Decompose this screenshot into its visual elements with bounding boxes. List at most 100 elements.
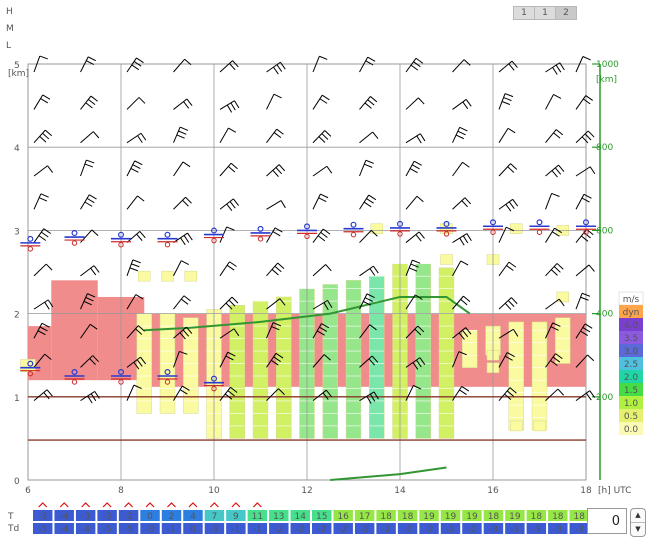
barb-flag — [87, 293, 96, 298]
barb-staff — [452, 351, 460, 368]
dewpoint-cell — [33, 523, 53, 534]
caret-up-icon — [167, 502, 176, 508]
updraft-bar — [438, 267, 455, 439]
dewpoint-cell — [440, 523, 461, 534]
barb-flag — [47, 299, 54, 308]
legend-swatch — [619, 331, 643, 344]
page-button-3[interactable]: 2 — [555, 6, 577, 20]
left-tick-label: 0 — [14, 477, 20, 487]
barb-flag — [319, 326, 327, 332]
barb-flag — [272, 169, 279, 177]
wind-barb-icon — [312, 55, 328, 73]
barb-staff — [405, 57, 417, 73]
stepper-up-icon[interactable]: ▲ — [631, 509, 645, 523]
legend-swatch — [619, 370, 643, 383]
level-circle-icon — [211, 237, 217, 244]
barb-flag — [230, 386, 238, 393]
barb-flag — [460, 260, 469, 266]
dewpoint-cell — [483, 523, 504, 534]
temp-cell — [526, 510, 547, 521]
barb-flag — [185, 326, 193, 334]
barb-flag — [179, 126, 189, 131]
barb-flag — [555, 129, 564, 136]
barb-staff — [219, 162, 232, 177]
barb-flag — [409, 168, 418, 174]
barb-staff — [545, 227, 555, 243]
temp-cell — [354, 510, 375, 521]
barb-flag — [504, 355, 513, 361]
barb-staff — [33, 299, 49, 310]
barb-flag — [273, 132, 282, 139]
wind-barb-icon — [498, 60, 518, 73]
dewpoint-cell — [397, 523, 418, 534]
barb-flag — [363, 301, 372, 306]
barb-flag — [183, 235, 190, 243]
barb-staff — [126, 132, 142, 144]
barb-staff — [498, 328, 514, 339]
barb-flag — [274, 227, 283, 233]
legend-label: 3.5 — [624, 334, 638, 344]
dewpoint-value: -1 — [210, 525, 219, 535]
temp-cell — [483, 510, 504, 521]
cloud-block — [51, 280, 98, 381]
dewpoint-value: -3 — [146, 525, 155, 535]
wind-barb-icon — [219, 226, 235, 243]
barb-flag — [39, 55, 48, 60]
barb-flag — [139, 231, 146, 239]
wind-barb-icon — [359, 229, 378, 243]
barb-flag — [38, 197, 48, 202]
barb-flag — [459, 237, 465, 246]
barb-staff — [33, 193, 42, 210]
wind-barb-icon — [80, 355, 99, 368]
barb-flag — [587, 130, 595, 138]
barb-staff — [173, 98, 188, 110]
barb-staff — [452, 327, 467, 339]
barb-flag — [40, 98, 49, 104]
barb-flag — [463, 295, 471, 302]
legend-swatch — [619, 318, 643, 331]
wind-barb-icon — [405, 231, 425, 243]
barb-flag — [372, 131, 379, 139]
barb-staff — [126, 57, 137, 73]
caret-up-icon — [38, 502, 48, 508]
small-cloud-box — [510, 420, 523, 432]
barb-staff — [498, 352, 508, 368]
level-circle-icon — [536, 229, 543, 235]
barb-staff — [173, 351, 180, 368]
level-circle-icon — [350, 221, 357, 228]
barb-flag — [41, 231, 49, 238]
barb-flag — [462, 329, 469, 338]
updraft-bar — [462, 329, 478, 368]
barb-flag — [276, 64, 283, 72]
wind-barb-icon — [33, 389, 53, 402]
barb-flag — [322, 392, 329, 400]
offset-stepper-value[interactable]: 0 — [587, 508, 627, 534]
wind-barb-icon — [312, 130, 332, 144]
barb-staff — [545, 388, 559, 402]
barb-flag — [278, 388, 285, 395]
barb-flag — [320, 231, 328, 238]
temp-value: -4 — [60, 512, 69, 522]
wind-barb-icon — [405, 160, 422, 177]
barb-staff — [405, 294, 416, 310]
barb-flag — [555, 353, 563, 360]
barb-flag — [279, 61, 286, 70]
dewpoint-cell — [312, 523, 332, 534]
page-button-1[interactable]: 1 — [513, 6, 535, 20]
barb-flag — [462, 235, 469, 244]
x-tick-label: 16 — [487, 486, 499, 496]
barb-flag — [369, 324, 377, 331]
legend-label: 3.0 — [624, 347, 639, 357]
temp-value: 11 — [252, 512, 263, 522]
wind-barb-icon — [80, 95, 98, 110]
barb-staff — [498, 60, 513, 73]
wind-barb-icon — [126, 231, 146, 243]
wind-barb-icon — [575, 130, 595, 144]
page-button-2[interactable]: 1 — [534, 6, 556, 20]
wind-barb-icon — [173, 385, 190, 401]
wind-barb-icon — [545, 322, 561, 339]
barb-staff — [575, 194, 585, 210]
level-label-H: H — [6, 7, 13, 17]
stepper-down-icon[interactable]: ▼ — [635, 525, 641, 533]
barb-flag — [133, 61, 142, 67]
